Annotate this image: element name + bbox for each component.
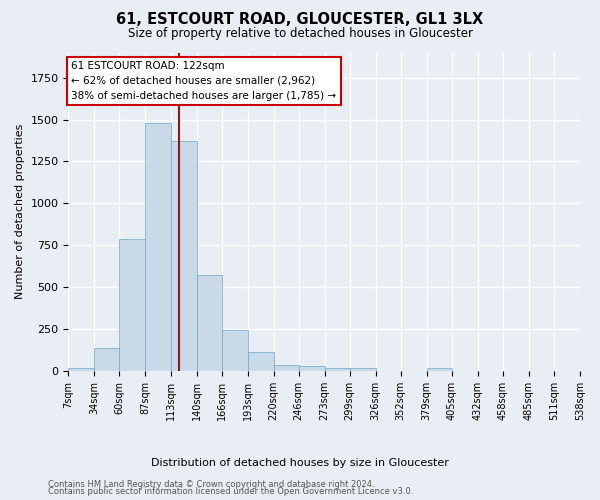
Text: Distribution of detached houses by size in Gloucester: Distribution of detached houses by size … bbox=[151, 458, 449, 468]
Bar bbox=[94, 348, 119, 371]
Text: 61 ESTCOURT ROAD: 122sqm
← 62% of detached houses are smaller (2,962)
38% of sem: 61 ESTCOURT ROAD: 122sqm ← 62% of detach… bbox=[71, 61, 337, 101]
Y-axis label: Number of detached properties: Number of detached properties bbox=[15, 124, 25, 300]
Text: Contains public sector information licensed under the Open Government Licence v3: Contains public sector information licen… bbox=[48, 487, 413, 496]
Text: Size of property relative to detached houses in Gloucester: Size of property relative to detached ho… bbox=[128, 28, 473, 40]
Bar bbox=[325, 368, 350, 371]
Text: 61, ESTCOURT ROAD, GLOUCESTER, GL1 3LX: 61, ESTCOURT ROAD, GLOUCESTER, GL1 3LX bbox=[116, 12, 484, 28]
Text: Contains HM Land Registry data © Crown copyright and database right 2024.: Contains HM Land Registry data © Crown c… bbox=[48, 480, 374, 489]
Bar bbox=[248, 352, 274, 371]
Bar bbox=[221, 330, 248, 371]
Bar bbox=[197, 274, 221, 371]
Bar bbox=[350, 368, 376, 371]
Bar bbox=[170, 142, 197, 371]
Bar bbox=[145, 123, 170, 371]
Bar bbox=[299, 366, 325, 371]
Bar bbox=[119, 238, 145, 371]
Bar bbox=[68, 368, 94, 371]
Bar bbox=[274, 365, 299, 371]
Bar bbox=[427, 368, 452, 371]
